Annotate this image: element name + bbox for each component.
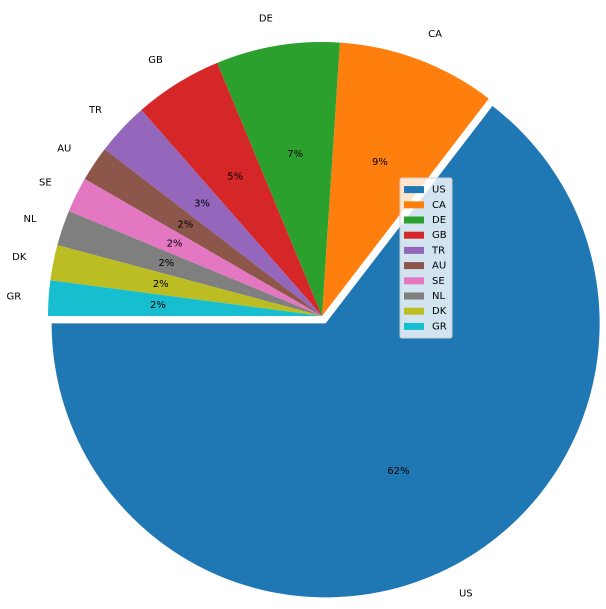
percent-labels: 62%9%7%5%3%2%2%2%2%2% [150, 149, 409, 477]
legend-swatch-au [404, 262, 424, 270]
pie-slice-de [217, 42, 340, 316]
legend-swatch-se [404, 277, 424, 285]
percent-label-gb: 5% [227, 171, 243, 182]
slice-label-nl: NL [24, 214, 37, 225]
pie-slice-tr [104, 109, 322, 316]
legend-swatch-tr [404, 246, 424, 254]
legend-items: US CA DE GB TR AU SE NL DK GR [404, 185, 447, 332]
pie-slice-au [84, 149, 322, 316]
slice-label-tr: TR [88, 105, 102, 116]
percent-label-nl: 2% [158, 258, 174, 269]
slice-label-gr: GR [7, 291, 22, 302]
pie-slice-se [68, 179, 322, 316]
legend-swatch-dk [404, 307, 424, 315]
pie-slice-us [51, 105, 600, 598]
legend: US CA DE GB TR AU SE NL DK GR [399, 177, 453, 339]
legend-label-de: DE [432, 215, 446, 226]
slice-label-us: US [459, 589, 473, 600]
pie-slice-gb [141, 62, 322, 316]
percent-label-tr: 3% [194, 199, 210, 210]
pie-slice-dk [50, 245, 322, 316]
legend-label-nl: NL [432, 291, 445, 302]
pie-slice-nl [57, 211, 322, 316]
legend-swatch-gb [404, 231, 424, 239]
slice-labels: US CA DE GB TR AU SE NL DK GR [7, 14, 473, 600]
pie-slice-gr [48, 280, 322, 316]
slice-label-au: AU [57, 144, 71, 155]
legend-swatch-gr [404, 322, 424, 330]
slice-label-gb: GB [148, 55, 163, 66]
legend-swatch-ca [404, 201, 424, 209]
percent-label-dk: 2% [153, 279, 169, 290]
legend-swatch-de [404, 216, 424, 224]
slice-label-de: DE [259, 14, 273, 25]
legend-swatch-us [404, 186, 424, 194]
legend-label-ca: CA [432, 200, 446, 211]
percent-label-de: 7% [287, 149, 303, 160]
legend-label-dk: DK [432, 306, 447, 317]
percent-label-gr: 2% [150, 300, 166, 311]
percent-label-se: 2% [167, 238, 183, 249]
legend-label-tr: TR [431, 245, 445, 256]
pie-slices [48, 42, 600, 598]
percent-label-us: 62% [387, 466, 409, 477]
percent-label-ca: 9% [372, 157, 388, 168]
legend-label-se: SE [432, 276, 445, 287]
percent-label-au: 2% [177, 220, 193, 231]
slice-label-se: SE [39, 178, 52, 189]
legend-swatch-nl [404, 292, 424, 300]
legend-label-us: US [432, 185, 446, 196]
legend-label-gr: GR [432, 321, 447, 332]
legend-label-gb: GB [432, 230, 447, 241]
slice-label-dk: DK [12, 252, 27, 263]
slice-label-ca: CA [428, 29, 442, 40]
legend-label-au: AU [432, 261, 446, 272]
